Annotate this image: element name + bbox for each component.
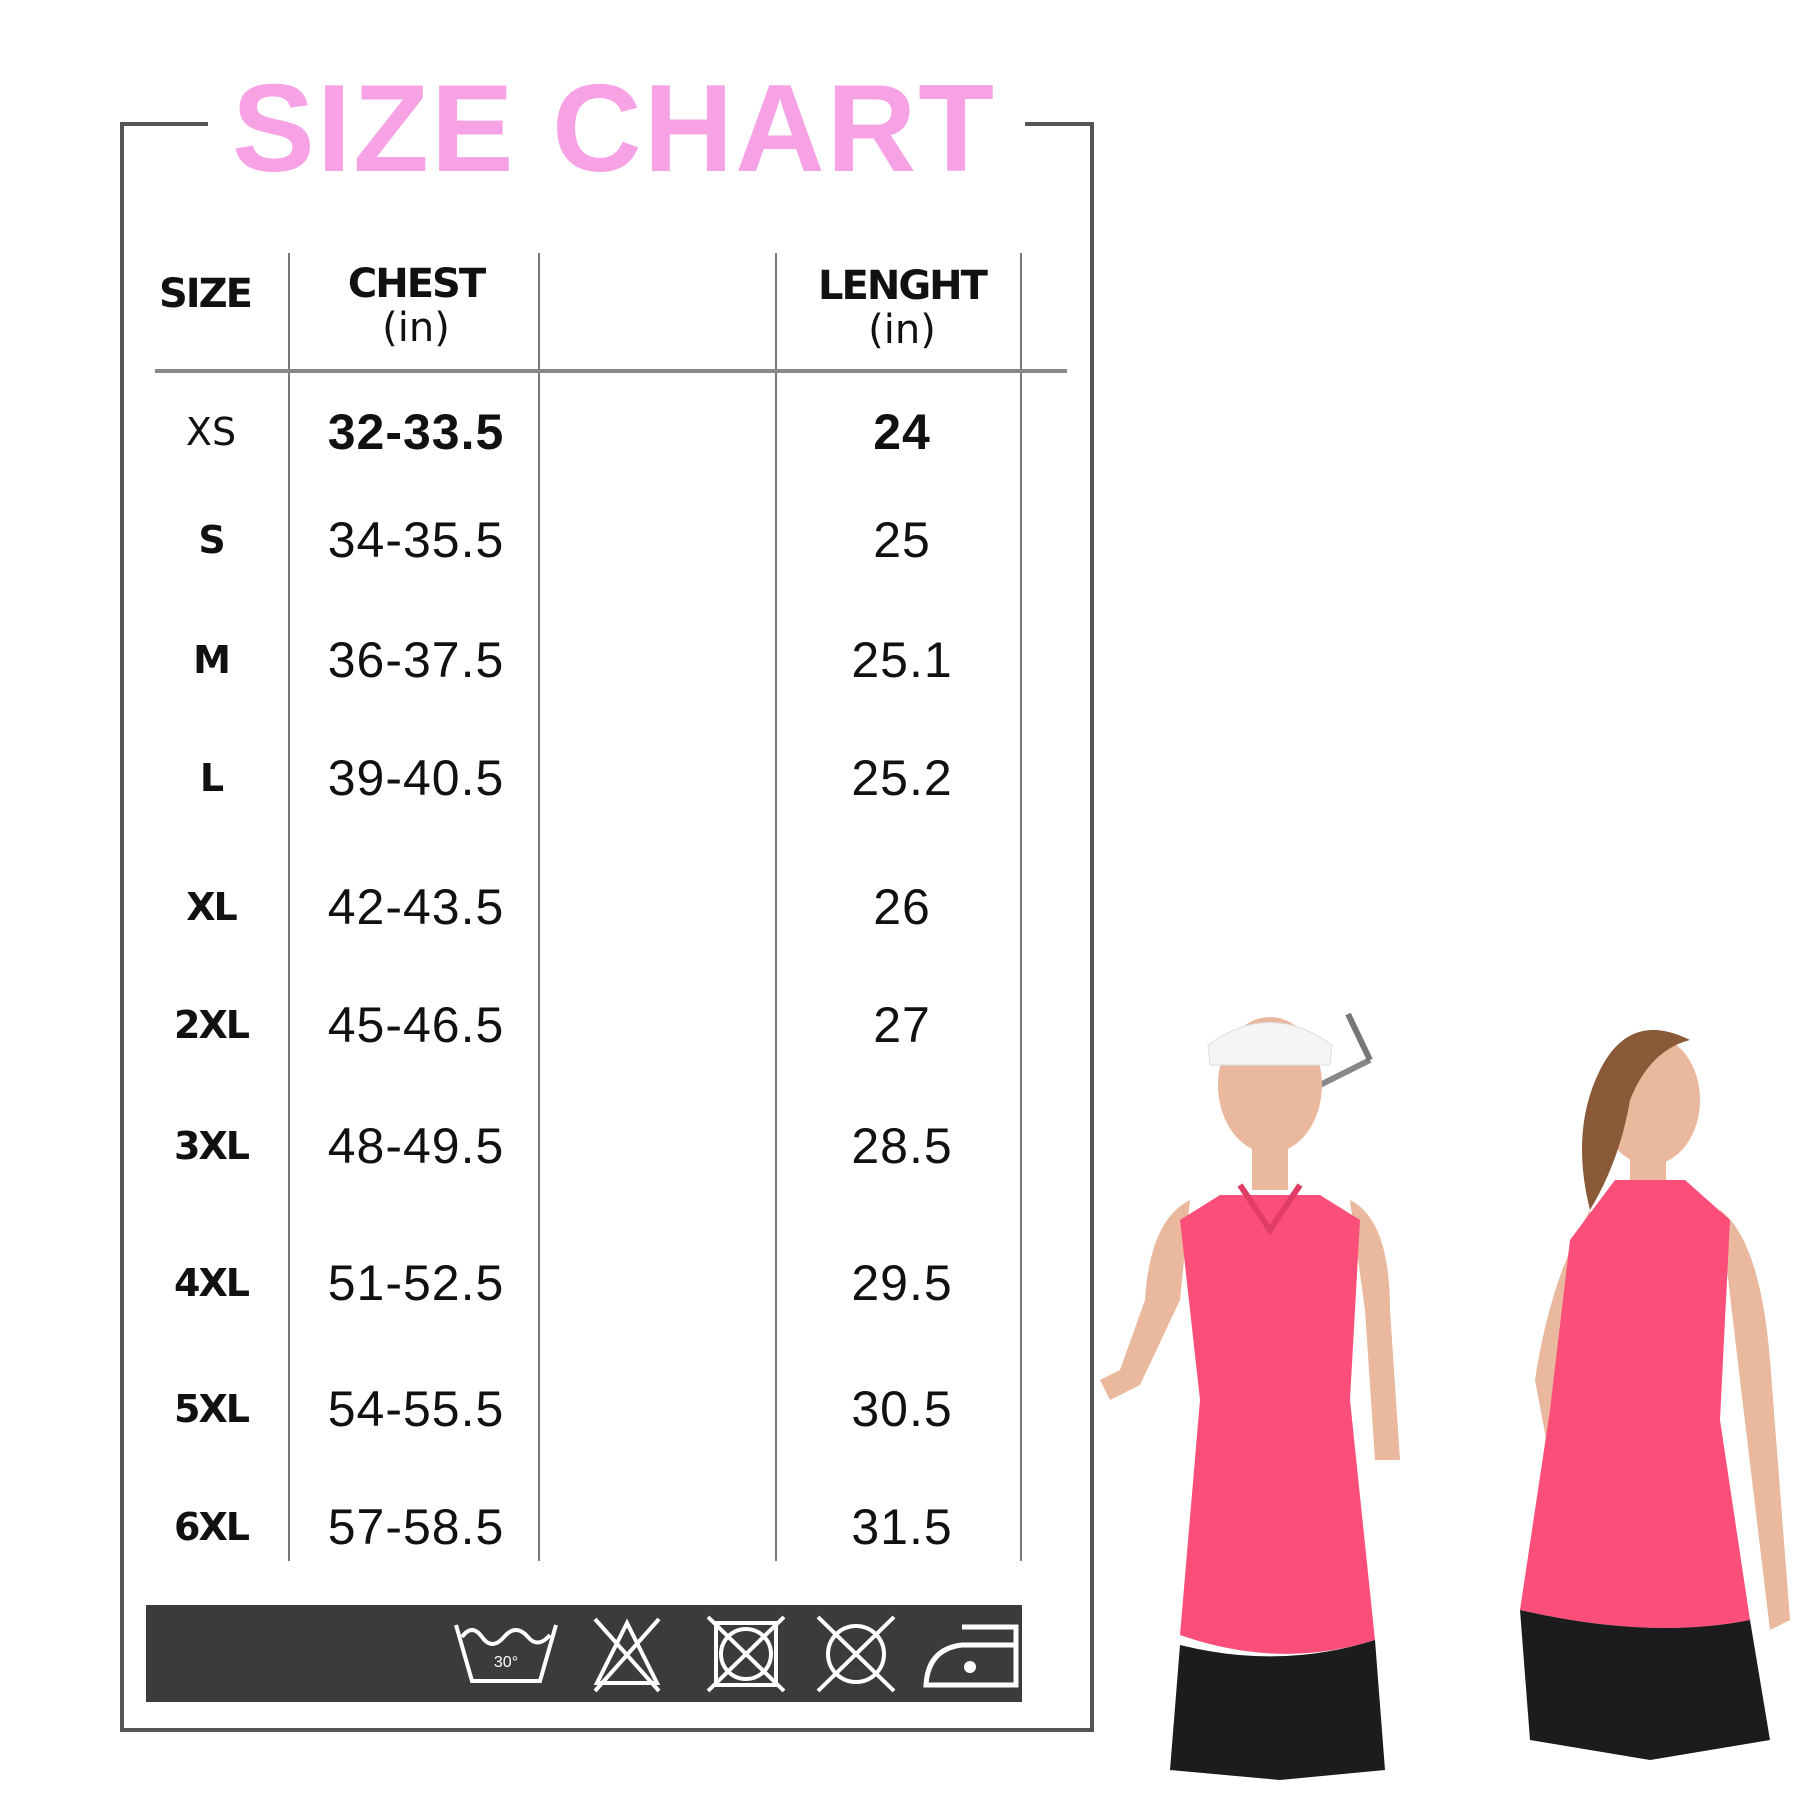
row-length: 30.5: [851, 1381, 953, 1437]
row-length: 25: [873, 512, 931, 568]
header-length-unit: (in): [868, 307, 936, 353]
header-length: LENGHT (in): [818, 263, 988, 353]
row-size: 3XL: [174, 1124, 250, 1168]
column-divider: [288, 253, 290, 1561]
wash-temp: 30°: [494, 1654, 518, 1671]
column-divider: [1020, 253, 1022, 1561]
row-size: XL: [186, 885, 237, 929]
frame-border: [120, 122, 208, 126]
column-divider: [538, 253, 540, 1561]
header-size: SIZE: [158, 271, 253, 317]
row-chest: 42-43.5: [327, 879, 505, 935]
row-size: 4XL: [174, 1261, 250, 1305]
do-not-bleach-icon: [593, 1617, 661, 1693]
row-length: 27: [873, 997, 931, 1053]
row-chest: 54-55.5: [327, 1381, 505, 1437]
model-front: [1100, 1012, 1400, 1780]
row-chest: 32-33.5: [327, 404, 505, 460]
row-length: 24: [873, 404, 931, 460]
frame-border: [120, 1728, 1094, 1732]
wash-30-icon: 30°: [454, 1624, 558, 1683]
row-size: 2XL: [174, 1003, 250, 1047]
frame-border: [1090, 122, 1094, 1732]
header-chest: CHEST (in): [347, 261, 486, 351]
column-divider: [775, 253, 777, 1561]
row-size: 6XL: [174, 1505, 250, 1549]
care-instructions-bar: 30°: [146, 1605, 1022, 1702]
frame-border: [1025, 122, 1094, 126]
row-chest: 48-49.5: [327, 1118, 505, 1174]
row-size: 5XL: [174, 1387, 250, 1431]
row-length: 29.5: [851, 1255, 953, 1311]
row-chest: 39-40.5: [327, 750, 505, 806]
header-length-label: LENGHT: [818, 263, 988, 309]
header-chest-unit: (in): [382, 305, 450, 351]
row-length: 26: [873, 879, 931, 935]
row-size: S: [198, 518, 225, 562]
do-not-tumble-dry-icon: [706, 1615, 786, 1693]
iron-low-heat-icon: [923, 1624, 1019, 1688]
row-length: 25.1: [851, 632, 953, 688]
row-chest: 51-52.5: [327, 1255, 505, 1311]
row-size: M: [193, 638, 231, 682]
row-chest: 36-37.5: [327, 632, 505, 688]
page-title: SIZE CHART: [232, 60, 996, 198]
row-size: L: [199, 756, 224, 800]
do-not-dry-clean-icon: [816, 1615, 896, 1693]
row-chest: 34-35.5: [327, 512, 505, 568]
header-divider: [155, 369, 1067, 373]
row-length: 28.5: [851, 1118, 953, 1174]
row-chest: 45-46.5: [327, 997, 505, 1053]
row-size: XS: [185, 410, 237, 454]
row-chest: 57-58.5: [327, 1499, 505, 1555]
frame-border: [120, 122, 124, 1732]
model-back: [1520, 1030, 1790, 1760]
row-length: 25.2: [851, 750, 953, 806]
header-chest-label: CHEST: [347, 261, 486, 307]
product-models-image: [1100, 1012, 1790, 1780]
row-length: 31.5: [851, 1499, 953, 1555]
